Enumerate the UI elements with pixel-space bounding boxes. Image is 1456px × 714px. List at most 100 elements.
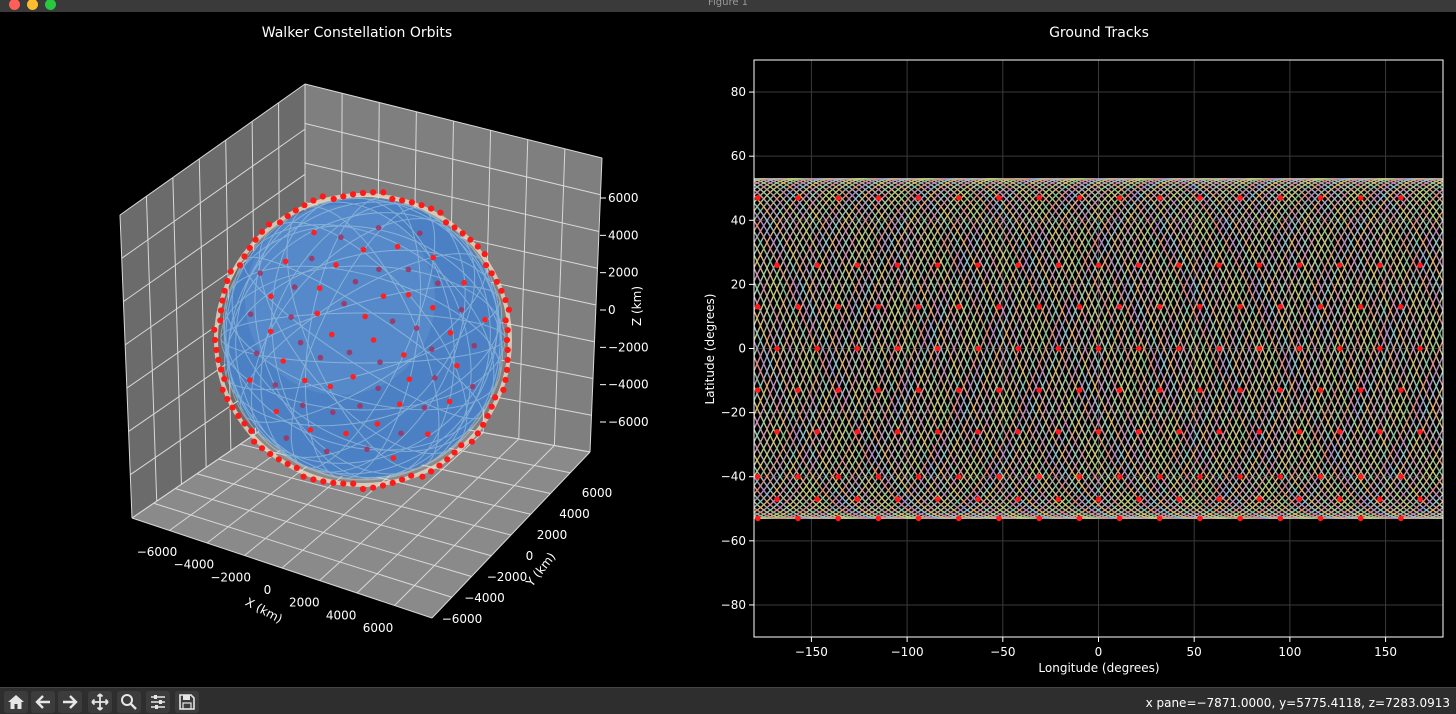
satellite-marker: [346, 349, 353, 356]
satellite-marker: [446, 398, 453, 405]
satellite-position: [1135, 496, 1142, 503]
earth-sphere: [223, 198, 503, 478]
satellite-position: [795, 304, 801, 310]
satellite-marker: [418, 202, 425, 209]
figure-canvas[interactable]: Walker Constellation Orbits −6000 −4000 −2…: [0, 12, 1456, 687]
z-tick-label: −2000: [608, 340, 649, 354]
satellite-marker: [503, 336, 511, 344]
satellite-position: [774, 345, 780, 352]
satellite-position: [814, 496, 820, 503]
x-tick-label: 2000: [289, 596, 320, 610]
home-button[interactable]: [4, 691, 28, 713]
satellite-position: [1116, 195, 1123, 201]
satellite-marker: [330, 195, 337, 203]
satellite-position: [1417, 262, 1423, 269]
satellite-position: [975, 262, 981, 269]
satellite-marker: [219, 386, 226, 393]
satellite-marker: [258, 445, 266, 452]
satellite-position: [835, 515, 841, 522]
ground-track: [754, 177, 1443, 520]
y-tick-labels: −80 −60 −40 −20 0 20 40 60 80: [721, 85, 754, 612]
satellite-marker: [291, 284, 298, 290]
satellite-position: [875, 387, 882, 394]
satellite-position: [1076, 387, 1083, 394]
satellite-marker: [352, 278, 359, 285]
satellite-position: [1296, 345, 1303, 352]
satellite-marker: [311, 229, 317, 236]
satellite-marker: [471, 342, 478, 349]
save-button[interactable]: [175, 691, 199, 713]
satellite-marker: [273, 408, 280, 415]
save-icon: [179, 694, 195, 710]
satellite-position: [835, 473, 841, 480]
satellite-marker: [217, 317, 224, 324]
y-tick-label: 60: [731, 149, 746, 163]
satellite-position: [1237, 195, 1243, 201]
satellite-position: [1237, 515, 1243, 522]
y-tick-label: 0: [526, 549, 534, 563]
x-tick-label: 150: [1374, 645, 1397, 659]
satellite-position: [1377, 496, 1383, 503]
satellite-position: [1336, 262, 1343, 269]
minimize-window-button[interactable]: [27, 0, 38, 10]
y-tick-label: −20: [721, 406, 746, 420]
ground-tracks-axes[interactable]: Ground Tracks −150 −100 −50 0 50 100 150 −80 −6…: [703, 25, 1444, 675]
satellite-position: [996, 387, 1002, 394]
satellite-position: [1277, 515, 1284, 522]
forward-button[interactable]: [58, 691, 82, 713]
satellite-position: [894, 262, 901, 269]
satellite-position: [1417, 429, 1423, 435]
satellite-marker: [502, 376, 509, 383]
y-tick-label: −6000: [442, 612, 483, 626]
satellite-position: [1277, 387, 1284, 394]
satellite-marker: [430, 304, 436, 311]
satellite-marker: [454, 362, 460, 369]
close-window-button[interactable]: [9, 0, 20, 10]
orbits-3d-axes[interactable]: Walker Constellation Orbits −6000−4000−2…: [119, 25, 649, 635]
satellite-position: [774, 496, 780, 503]
satellite-position: [1015, 496, 1021, 503]
satellite-position: [1256, 262, 1263, 269]
satellite-marker: [451, 449, 458, 456]
satellite-marker: [370, 484, 377, 491]
satellite-position: [915, 515, 922, 522]
earth-highlight: [245, 205, 435, 395]
maximize-window-button[interactable]: [45, 0, 56, 10]
ground-track: [754, 177, 1443, 520]
satellite-marker: [241, 253, 248, 260]
satellite-position: [1055, 496, 1062, 503]
pan-button[interactable]: [88, 691, 112, 713]
satellite-position: [915, 304, 922, 310]
satellite-position: [1156, 515, 1163, 522]
satellite-marker: [377, 359, 383, 366]
satellite-marker: [314, 310, 321, 317]
x-axis-label: X (km): [243, 595, 285, 626]
y-axis-label: Latitude (degrees): [703, 294, 717, 405]
satellite-marker: [459, 230, 466, 237]
configure-subplots-button[interactable]: [146, 691, 170, 713]
satellite-marker: [492, 394, 499, 401]
satellite-position: [1398, 304, 1404, 310]
pane-grid-line: [319, 432, 484, 581]
satellite-marker: [324, 448, 330, 455]
satellite-position: [1417, 345, 1423, 352]
satellite-position: [996, 473, 1002, 480]
satellite-marker: [213, 346, 220, 354]
satellite-position: [1116, 515, 1123, 522]
satellite-marker: [408, 199, 415, 206]
ground-track: [754, 177, 1443, 520]
satellite-marker: [488, 270, 495, 277]
satellite-marker: [442, 219, 450, 226]
y-tick-label: −60: [721, 534, 746, 548]
satellite-position: [1357, 195, 1364, 201]
satellite-marker: [375, 385, 382, 392]
satellite-marker: [257, 270, 263, 276]
satellite-position: [1336, 429, 1343, 435]
satellite-position: [894, 345, 901, 352]
satellite-marker: [219, 297, 226, 304]
back-button[interactable]: [31, 691, 55, 713]
zoom-button[interactable]: [117, 691, 141, 713]
y-tick-label: 2000: [537, 528, 568, 542]
y-tick-label: 40: [731, 213, 746, 227]
